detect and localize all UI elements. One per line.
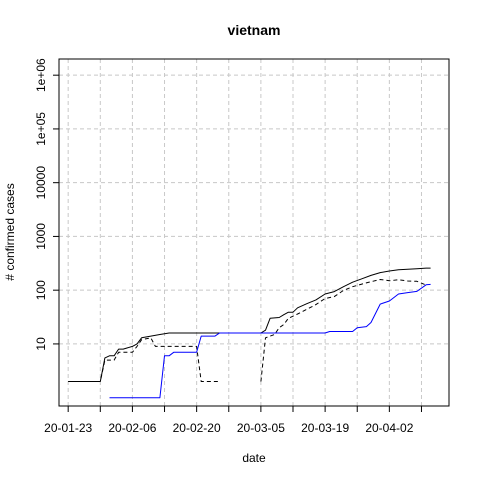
- x-tick-label: 20-02-06: [108, 421, 156, 435]
- y-tick-label: 10000: [34, 166, 48, 200]
- y-axis-label: # confirmed cases: [3, 183, 17, 280]
- chart-title: vietnam: [228, 22, 281, 38]
- series-line-1: [68, 267, 431, 382]
- series-line-3: [109, 283, 431, 399]
- x-axis: 20-01-23 20-02-06 20-02-20 20-03-05 20-03-19…: [44, 405, 422, 435]
- x-axis-label: date: [242, 451, 266, 465]
- series-layer: [68, 267, 431, 399]
- x-tick-label: 20-02-20: [173, 421, 221, 435]
- grid: [59, 59, 449, 406]
- x-tick-label: 20-03-19: [301, 421, 349, 435]
- y-tick-label: 100: [34, 280, 48, 300]
- y-tick-label: 10: [34, 337, 48, 351]
- x-tick-label: 20-01-23: [44, 421, 92, 435]
- y-tick-label: 1000: [34, 223, 48, 250]
- x-tick-label: 20-04-02: [365, 421, 413, 435]
- series-line-2: [68, 279, 427, 382]
- y-tick-label: 1e+06: [34, 58, 48, 92]
- y-axis: 10 100 1000 10000 1e+05 1e+06: [34, 58, 60, 351]
- y-tick-label: 1e+05: [34, 112, 48, 146]
- x-tick-label: 20-03-05: [237, 421, 285, 435]
